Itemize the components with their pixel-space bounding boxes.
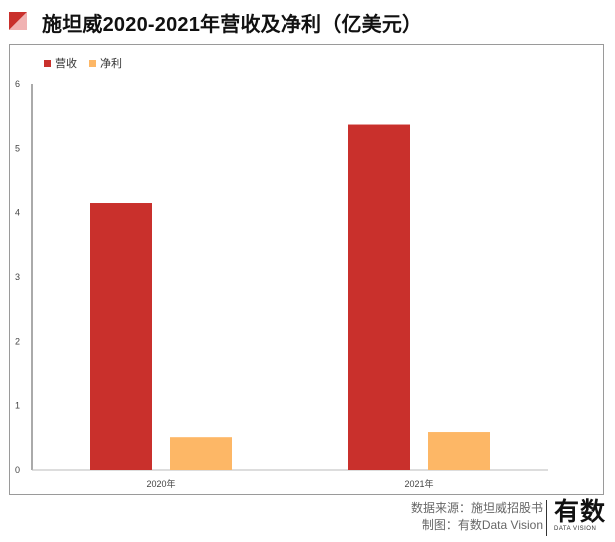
legend-label-revenue: 营收 xyxy=(55,58,77,70)
bar-revenue xyxy=(90,203,152,470)
y-tick-label: 6 xyxy=(15,79,20,89)
brand-name: 有数 xyxy=(554,498,607,526)
y-tick-label: 1 xyxy=(15,401,20,411)
footer: 数据来源：施坦威招股书 制图：有数Data Vision xyxy=(411,500,543,534)
brand-tagline: DATA VISION xyxy=(554,526,597,532)
title-accent-shade xyxy=(9,12,27,30)
bar-net-profit xyxy=(170,437,232,470)
x-tick-label: 2021年 xyxy=(404,478,433,489)
legend-item-revenue: 营收 xyxy=(44,55,77,71)
bar-revenue xyxy=(348,124,410,470)
y-tick-label: 3 xyxy=(15,272,20,282)
chart-frame xyxy=(9,44,604,495)
credit-note: 制图：有数Data Vision xyxy=(421,518,543,532)
source-note: 数据来源：施坦威招股书 xyxy=(410,501,543,515)
header: 施坦威2020-2021年营收及净利（亿美元） xyxy=(0,0,615,46)
brand-separator xyxy=(546,500,547,536)
brand-logo: 有数 DATA VISION xyxy=(546,498,612,538)
legend-swatch-revenue xyxy=(44,59,51,67)
bars xyxy=(90,124,490,470)
legend-item-net-profit: 净利 xyxy=(89,55,122,71)
legend: 营收 净利 xyxy=(44,55,122,71)
y-tick-label: 4 xyxy=(15,208,20,218)
legend-label-net-profit: 净利 xyxy=(100,58,122,70)
bar-net-profit xyxy=(428,432,490,470)
chart-title: 施坦威2020-2021年营收及净利（亿美元） xyxy=(42,14,423,36)
labels: 0 1 2 3 4 5 6 2020年 2021年 xyxy=(15,79,434,489)
legend-swatch-net-profit xyxy=(89,59,96,67)
x-tick-label: 2020年 xyxy=(146,478,175,489)
y-tick-label: 5 xyxy=(15,143,20,153)
y-tick-label: 2 xyxy=(15,336,20,346)
y-tick-label: 0 xyxy=(15,465,20,475)
